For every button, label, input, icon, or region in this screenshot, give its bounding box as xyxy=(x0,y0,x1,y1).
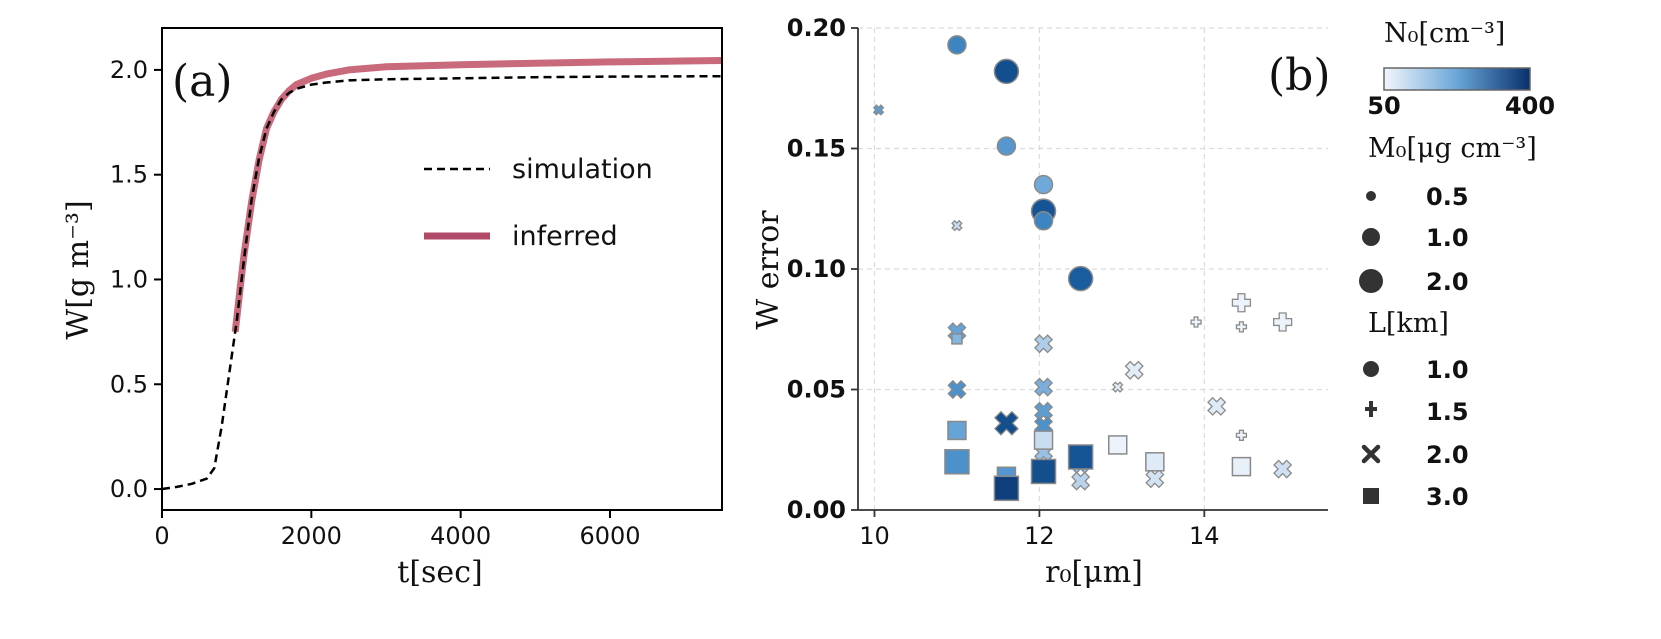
scatter-point-square xyxy=(1030,458,1057,485)
x-tick-label: 0 xyxy=(154,522,169,550)
marker-legend-circle xyxy=(1363,361,1379,377)
colorbar-label: N₀[cm⁻³] xyxy=(1384,18,1505,49)
legend-simulation-label: simulation xyxy=(512,154,653,185)
y-tick-label: 0.00 xyxy=(787,496,846,524)
size-legend-marker-2.0 xyxy=(1359,269,1383,293)
series-simulation xyxy=(162,74,722,491)
colorbar-min-label: 50 xyxy=(1367,92,1400,120)
colorbar-gradient xyxy=(1383,67,1531,91)
scatter-point-x xyxy=(1111,381,1124,393)
size-legend-marker-0.5 xyxy=(1366,191,1376,201)
x-tick-label: 2000 xyxy=(281,522,342,550)
size-legend-label-2.0: 2.0 xyxy=(1426,268,1469,296)
panel-a-series xyxy=(162,57,722,491)
marker-legend-square xyxy=(1363,488,1379,504)
marker-legend-label-1.5: 1.5 xyxy=(1426,398,1469,426)
panel-b-label: (b) xyxy=(1268,50,1331,101)
y-tick-label: 0.15 xyxy=(787,135,846,163)
panel-a-legend: simulation inferred xyxy=(424,154,653,252)
panel-a-label: (a) xyxy=(172,56,233,107)
marker-legend-title: L[km] xyxy=(1368,308,1449,339)
panel-a-plot-area xyxy=(162,28,722,510)
scatter-point-x xyxy=(993,410,1019,436)
panel-a-x-axis-label: t[sec] xyxy=(397,555,482,590)
scatter-point-circle xyxy=(1033,211,1054,231)
scatter-point-plus xyxy=(1235,321,1248,333)
scatter-point-square xyxy=(1067,444,1094,470)
scatter-point-x xyxy=(1124,360,1144,380)
y-tick-label: 0.10 xyxy=(787,255,846,283)
y-tick-label: 0.05 xyxy=(787,376,846,404)
panel-b-y-axis-label: W error xyxy=(751,210,786,330)
x-tick-label: 4000 xyxy=(430,522,491,550)
scatter-point-circle xyxy=(947,35,967,55)
scatter-point-square xyxy=(1231,456,1252,477)
marker-legend-label-2.0: 2.0 xyxy=(1426,441,1469,469)
panel-b-x-axis-label: r₀[μm] xyxy=(1045,555,1143,590)
panel-a-frame xyxy=(161,27,723,511)
panel-b: 10 12 14 0.00 0.05 0.10 0.15 0.20 (b) r₀[μm] W … xyxy=(751,14,1555,590)
legend-inferred-label: inferred xyxy=(512,221,618,252)
y-tick-label: 1.5 xyxy=(110,161,148,189)
scatter-point-plus xyxy=(1231,293,1252,313)
scatter-point-square xyxy=(1033,430,1054,450)
colorbar: N₀[cm⁻³] 50 400 xyxy=(1367,18,1555,120)
marker-legend-label-3.0: 3.0 xyxy=(1426,483,1469,511)
scatter-point-x xyxy=(1273,459,1293,479)
scatter-point-circle xyxy=(993,58,1020,85)
marker-legend-x xyxy=(1361,444,1381,464)
scatter-point-square xyxy=(993,475,1020,502)
scatter-point-x xyxy=(947,379,967,400)
size-legend: M₀[μg cm⁻³] 0.5 1.0 2.0 xyxy=(1359,133,1537,296)
scatter-point-square xyxy=(944,449,970,475)
y-tick-label: 2.0 xyxy=(110,56,148,84)
size-legend-label-1.0: 1.0 xyxy=(1426,224,1469,252)
y-tick-label: 0.5 xyxy=(110,370,148,398)
scatter-point-x xyxy=(1033,334,1054,354)
scatter-point-x xyxy=(951,219,963,232)
scatter-point-plus xyxy=(1235,429,1248,441)
panel-a: 0 2000 4000 6000 0.0 0.5 1.0 1.5 2.0 (a) simulat… xyxy=(61,27,723,590)
scatter-point-square xyxy=(947,420,967,441)
x-tick-label: 10 xyxy=(859,522,890,550)
scatter-point-x xyxy=(872,104,885,116)
panel-a-axes: 0 2000 4000 6000 0.0 0.5 1.0 1.5 2.0 xyxy=(110,27,723,550)
scatter-point-circle xyxy=(1067,265,1094,292)
scatter-point-circle xyxy=(1033,174,1054,195)
scatter-point-x xyxy=(1033,377,1054,397)
x-tick-label: 14 xyxy=(1189,522,1220,550)
marker-legend-plus xyxy=(1365,401,1377,417)
marker-legend-label-1.0: 1.0 xyxy=(1426,356,1469,384)
size-legend-label-0.5: 0.5 xyxy=(1426,183,1469,211)
scatter-point-x xyxy=(1071,471,1091,491)
colorbar-max-label: 400 xyxy=(1505,92,1555,120)
scatter-point-square xyxy=(1107,435,1128,455)
panel-a-y-axis-label: W[g m⁻³] xyxy=(61,200,96,339)
scatter-point-square xyxy=(1145,452,1165,472)
y-tick-label: 0.20 xyxy=(787,14,846,42)
panel-b-points xyxy=(872,35,1293,502)
scatter-point-plus xyxy=(1273,312,1293,332)
x-tick-label: 12 xyxy=(1024,522,1055,550)
scatter-point-circle xyxy=(996,136,1017,156)
marker-legend: L[km] 1.0 1.5 2.0 3.0 xyxy=(1361,308,1469,511)
size-legend-title: M₀[μg cm⁻³] xyxy=(1368,133,1537,164)
x-tick-label: 6000 xyxy=(579,522,640,550)
y-tick-label: 1.0 xyxy=(110,265,148,293)
size-legend-marker-1.0 xyxy=(1362,228,1380,246)
scatter-point-plus xyxy=(1190,316,1202,328)
scatter-point-square xyxy=(951,333,963,345)
panel-b-axes: 10 12 14 0.00 0.05 0.10 0.15 0.20 xyxy=(787,14,1328,550)
y-tick-label: 0.0 xyxy=(110,475,148,503)
scatter-point-x xyxy=(1207,396,1227,416)
